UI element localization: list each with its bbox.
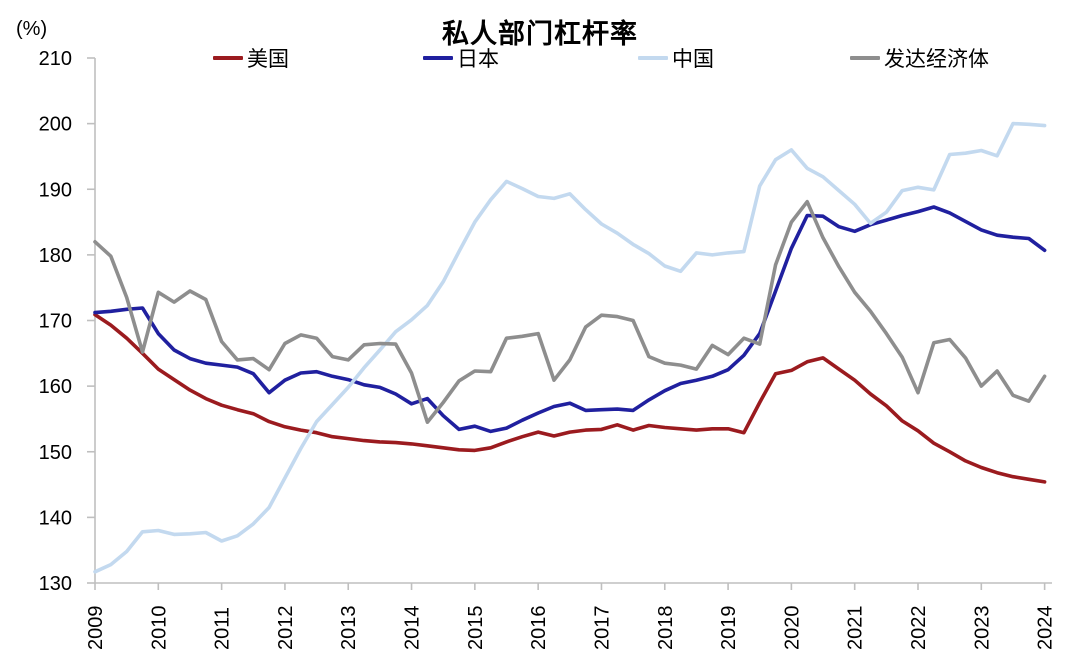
series-line-developed <box>93 199 1047 425</box>
x-axis-tick-label: 2016 <box>528 606 550 651</box>
y-axis-tick-label: 190 <box>39 179 72 201</box>
y-axis-tick-label: 150 <box>39 442 72 464</box>
legend-label-japan: 日本 <box>457 48 499 71</box>
legend-swatch-developed <box>850 56 880 60</box>
chart-title: 私人部门杠杆率 <box>442 19 638 49</box>
x-axis-tick-label: 2022 <box>908 606 930 651</box>
legend-item-japan: 日本 <box>423 46 499 71</box>
x-axis-tick-label: 2018 <box>655 606 677 651</box>
y-axis-tick-label: 130 <box>39 573 72 595</box>
y-axis-unit-label: (%) <box>16 18 48 40</box>
x-axis-tick-label: 2014 <box>402 606 424 651</box>
series-line-china <box>93 121 1047 574</box>
x-axis-tick-label: 2023 <box>971 606 993 651</box>
legend-label-us: 美国 <box>247 48 289 71</box>
y-axis-tick-label: 200 <box>39 114 72 136</box>
legend-label-china: 中国 <box>672 48 714 71</box>
legend-item-china: 中国 <box>638 46 714 71</box>
x-axis-tick-label: 2015 <box>465 606 487 651</box>
x-axis-tick-label: 2012 <box>275 606 297 651</box>
x-axis-tick-label: 2009 <box>85 606 107 651</box>
x-axis-tick-label: 2020 <box>781 606 803 651</box>
x-axis-tick-label: 2017 <box>591 606 613 651</box>
x-axis-tick-label: 2021 <box>845 606 867 651</box>
chart-legend: 美国 日本 中国 发达经济体 <box>0 46 1080 71</box>
x-axis-tick-label: 2011 <box>212 607 234 650</box>
x-axis-tick-label: 2024 <box>1035 606 1057 651</box>
y-axis-tick-label: 140 <box>39 507 72 529</box>
y-axis-tick-label: 180 <box>39 245 72 267</box>
legend-item-us: 美国 <box>213 46 289 71</box>
legend-label-developed: 发达经济体 <box>884 48 989 71</box>
x-axis-tick-label: 2019 <box>718 606 740 651</box>
x-axis-tick-label: 2013 <box>338 606 360 651</box>
x-axis-tick-label: 2010 <box>148 606 170 651</box>
y-axis-tick-label: 210 <box>39 48 72 70</box>
series-line-japan <box>93 205 1047 434</box>
legend-swatch-china <box>638 56 668 60</box>
y-axis-tick-label: 160 <box>39 376 72 398</box>
legend-item-developed: 发达经济体 <box>850 46 989 71</box>
series-line-us <box>93 312 1047 484</box>
legend-swatch-us <box>213 56 243 60</box>
y-axis-tick-label: 170 <box>39 311 72 333</box>
legend-swatch-japan <box>423 56 453 60</box>
